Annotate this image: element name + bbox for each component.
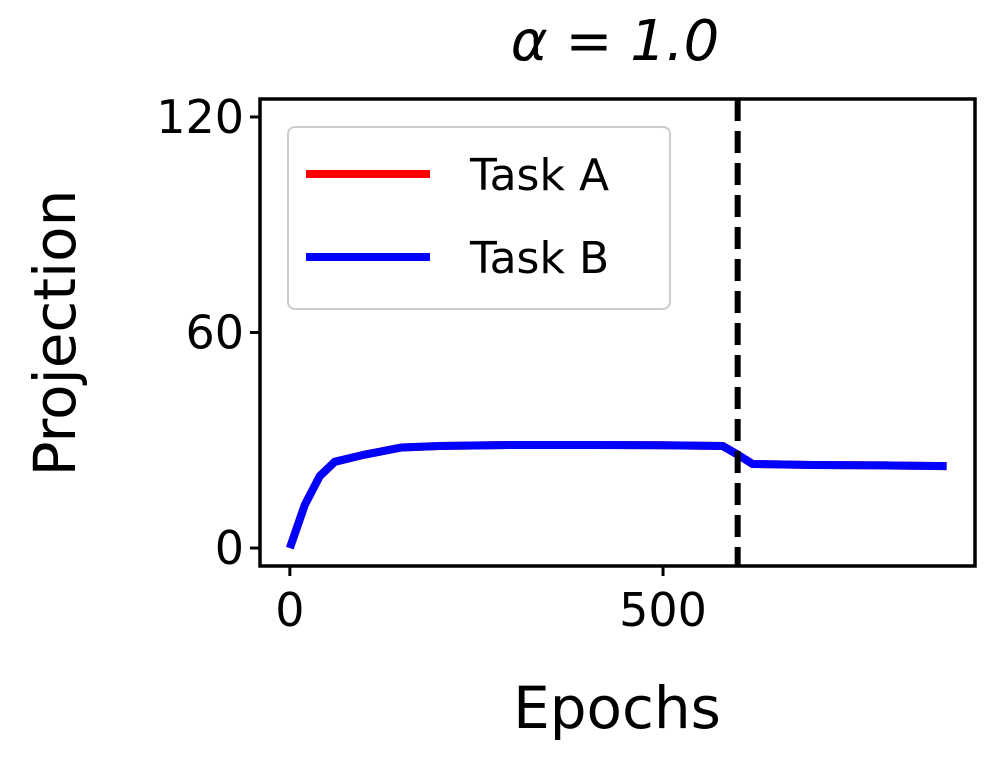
x-axis-label: Epochs bbox=[513, 674, 721, 742]
y-tick-label: 60 bbox=[185, 306, 244, 360]
y-axis-label: Projection bbox=[21, 190, 89, 477]
y-tick-label: 0 bbox=[215, 521, 244, 575]
legend-label: Task A bbox=[469, 150, 609, 201]
y-tick-label: 120 bbox=[156, 90, 244, 144]
series-line bbox=[286, 440, 947, 550]
x-tick-label: 0 bbox=[275, 583, 304, 637]
plot-frame bbox=[258, 97, 977, 568]
chart-title: α = 1.0 bbox=[511, 9, 720, 74]
legend-label: Task B bbox=[469, 233, 609, 284]
x-tick-label: 500 bbox=[619, 583, 707, 637]
series-line bbox=[286, 440, 947, 550]
